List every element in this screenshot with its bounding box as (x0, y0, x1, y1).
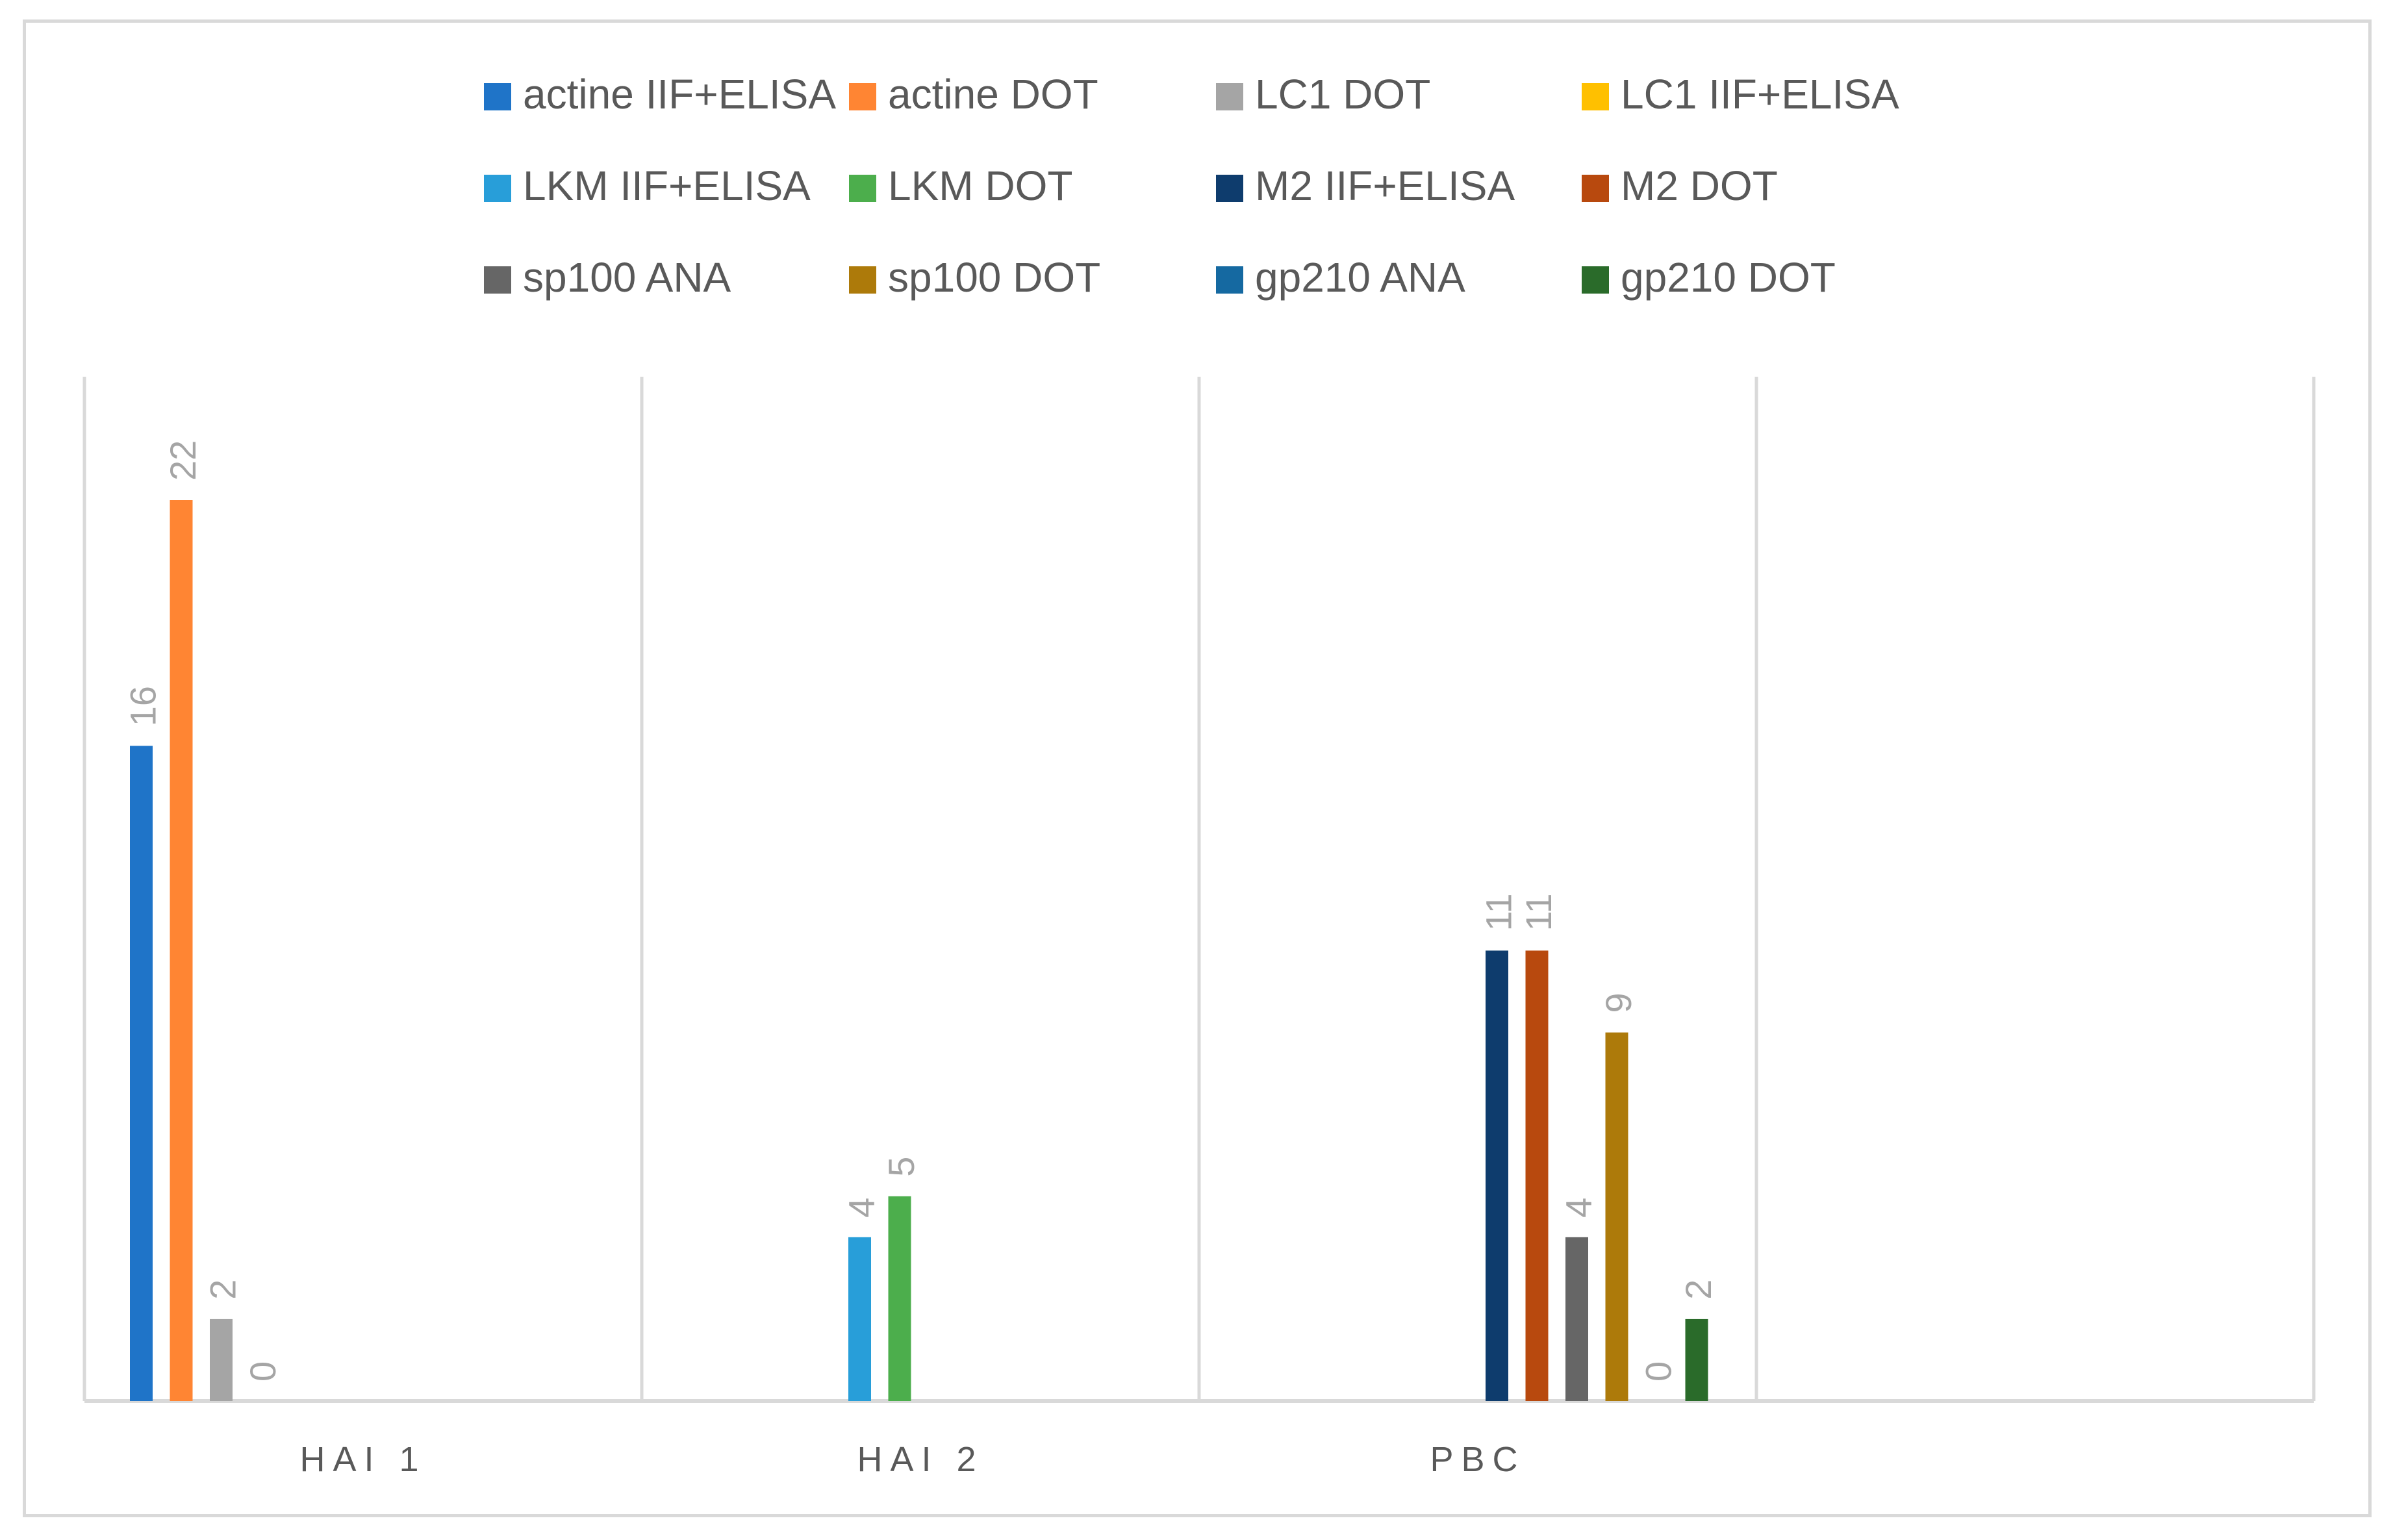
category-separators (82, 377, 2316, 1401)
legend-swatch (1582, 175, 1609, 202)
legend-item-actine-dot: actine DOT (849, 71, 1098, 118)
bar-hai-2-lkm-iif-elisa (848, 1237, 871, 1401)
legend-item-actine-iif-elisa: actine IIF+ELISA (484, 71, 836, 118)
chart-frame (23, 19, 2372, 1517)
bar-hai-1-actine-dot (170, 500, 193, 1401)
legend-label: M2 DOT (1621, 162, 1778, 209)
legend-swatch (849, 266, 876, 294)
bar-hai-2-lkm-dot (888, 1196, 911, 1401)
legend-swatch (849, 175, 876, 202)
category-labels: HAI 1 HAI 2 PBC (299, 1440, 1525, 1479)
data-label-hai-1-lc1-dot: 2 (203, 1280, 244, 1300)
data-label-pbc-sp100-ana: 4 (1558, 1198, 1599, 1218)
bar-pbc-m2-iif-elisa (1486, 950, 1508, 1401)
data-label-hai-2-lkm-iif-elisa: 4 (841, 1198, 882, 1218)
data-label-hai-1-actine-iif-elisa: 16 (123, 686, 164, 726)
data-label-hai-1-actine-dot: 22 (162, 440, 203, 481)
legend-label: actine IIF+ELISA (523, 71, 836, 118)
category-label-hai-1: HAI 1 (299, 1440, 426, 1479)
category-label-hai-2: HAI 2 (857, 1440, 983, 1479)
category-label-pbc: PBC (1430, 1440, 1525, 1479)
legend-label: sp100 DOT (888, 254, 1100, 301)
bar-series (130, 500, 1708, 1401)
legend-label: gp210 ANA (1255, 254, 1465, 301)
legend-label: LKM IIF+ELISA (523, 162, 811, 209)
legend-label: LC1 DOT (1255, 71, 1430, 118)
legend-item-gp210-dot: gp210 DOT (1582, 254, 1836, 301)
legend-item-lkm-dot: LKM DOT (849, 162, 1072, 209)
data-label-pbc-m2-iif-elisa: 11 (1478, 893, 1519, 931)
legend-label: actine DOT (888, 71, 1098, 118)
data-label-pbc-sp100-dot: 9 (1598, 992, 1639, 1013)
legend-label: gp210 DOT (1621, 254, 1836, 301)
legend-item-sp100-dot: sp100 DOT (849, 254, 1100, 301)
legend-swatch (484, 266, 511, 294)
legend-label: sp100 ANA (523, 254, 731, 301)
legend-item-m2-dot: M2 DOT (1582, 162, 1778, 209)
legend-swatch (1216, 175, 1243, 202)
legend-label: LC1 IIF+ELISA (1621, 71, 1899, 118)
bar-pbc-m2-dot (1525, 950, 1549, 1401)
chart-legend: actine IIF+ELISA actine DOT LC1 DOT LC1 IIF… (484, 71, 1899, 301)
bar-pbc-gp210-dot (1685, 1319, 1708, 1401)
legend-swatch (1216, 266, 1243, 294)
data-label-pbc-gp210-dot: 2 (1678, 1280, 1719, 1300)
bar-hai-1-lc1-dot (210, 1319, 233, 1401)
legend-swatch (1582, 83, 1609, 110)
bar-pbc-sp100-dot (1605, 1032, 1628, 1401)
legend-item-gp210-ana: gp210 ANA (1216, 254, 1465, 301)
legend-item-lc1-dot: LC1 DOT (1216, 71, 1430, 118)
legend-swatch (484, 83, 511, 110)
legend-swatch (484, 175, 511, 202)
legend-item-m2-iif-elisa: M2 IIF+ELISA (1216, 162, 1515, 209)
legend-swatch (1582, 266, 1609, 294)
bar-hai-1-actine-iif-elisa (130, 746, 153, 1401)
legend-swatch (1216, 83, 1243, 110)
legend-item-lkm-iif-elisa: LKM IIF+ELISA (484, 162, 811, 209)
bar-pbc-sp100-ana (1565, 1237, 1588, 1401)
legend-label: M2 IIF+ELISA (1255, 162, 1515, 209)
data-label-hai-1-lc1-iif-elisa: 0 (242, 1361, 283, 1382)
legend-label: LKM DOT (888, 162, 1072, 209)
legend-item-lc1-iif-elisa: LC1 IIF+ELISA (1582, 71, 1899, 118)
data-label-pbc-gp210-ana: 0 (1638, 1361, 1679, 1382)
legend-swatch (849, 83, 876, 110)
legend-item-sp100-ana: sp100 ANA (484, 254, 731, 301)
data-label-pbc-m2-dot: 11 (1518, 893, 1559, 931)
data-label-hai-2-lkm-dot: 5 (881, 1157, 922, 1177)
